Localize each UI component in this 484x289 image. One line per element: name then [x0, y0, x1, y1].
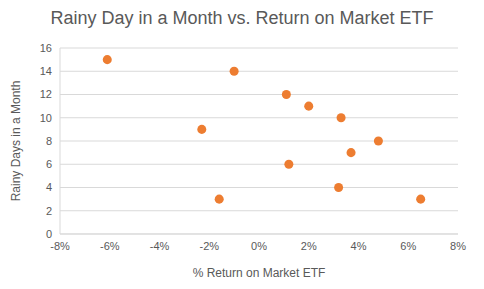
svg-text:10: 10	[40, 112, 52, 124]
svg-text:14: 14	[40, 65, 52, 77]
svg-text:16: 16	[40, 42, 52, 54]
svg-text:-2%: -2%	[199, 240, 219, 252]
svg-text:8%: 8%	[450, 240, 466, 252]
html-text:Rainy Day in a Month vs. Retur: Rainy Day in a Month vs. Return on Marke…	[50, 8, 434, 28]
svg-text:4: 4	[46, 181, 52, 193]
svg-text:2: 2	[46, 205, 52, 217]
svg-text:2%: 2%	[301, 240, 317, 252]
svg-text:-8%: -8%	[50, 240, 70, 252]
svg-text:6: 6	[46, 158, 52, 170]
svg-text:6%: 6%	[400, 240, 416, 252]
svg-text:4%: 4%	[351, 240, 367, 252]
svg-text:Rainy Days in a Month: Rainy Days in a Month	[9, 81, 23, 202]
svg-text:8: 8	[46, 135, 52, 147]
svg-text:0%: 0%	[251, 240, 267, 252]
svg-text:0: 0	[46, 228, 52, 240]
svg-text:-4%: -4%	[150, 240, 170, 252]
svg-text:% Return on Market ETF: % Return on Market ETF	[193, 266, 326, 280]
svg-text:12: 12	[40, 88, 52, 100]
svg-text:-6%: -6%	[100, 240, 120, 252]
